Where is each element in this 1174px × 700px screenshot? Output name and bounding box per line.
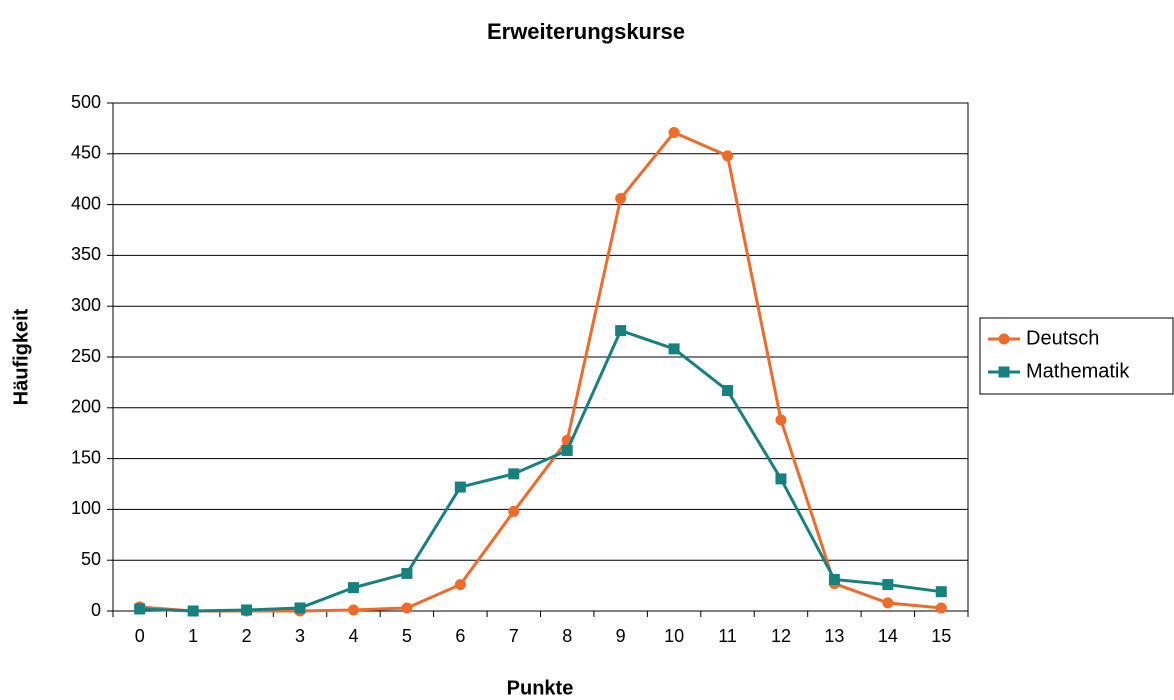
point (668, 343, 680, 355)
point (935, 602, 947, 614)
point (347, 582, 359, 594)
point (401, 602, 413, 614)
x-tick-label: 13 (824, 626, 844, 646)
y-tick-label: 450 (71, 143, 101, 163)
point (561, 444, 573, 456)
y-tick-label: 50 (81, 549, 101, 569)
x-tick-label: 8 (562, 626, 572, 646)
y-tick-label: 0 (91, 600, 101, 620)
point (722, 385, 734, 397)
point (401, 567, 413, 579)
legend-box (979, 317, 1174, 395)
point (828, 574, 840, 586)
x-tick-label: 14 (878, 626, 898, 646)
x-tick-label: 12 (771, 626, 791, 646)
y-tick-label: 300 (71, 295, 101, 315)
point (722, 150, 734, 162)
point (347, 604, 359, 616)
legend-label: Deutsch (1026, 327, 1099, 349)
y-tick-label: 100 (71, 498, 101, 518)
point (775, 473, 787, 485)
point (615, 193, 627, 205)
x-tick-label: 6 (455, 626, 465, 646)
point (615, 325, 627, 337)
point (882, 579, 894, 591)
point (882, 597, 894, 609)
point (134, 603, 146, 615)
x-tick-label: 5 (402, 626, 412, 646)
series-line (139, 130, 942, 613)
y-tick-label: 350 (71, 244, 101, 264)
point (508, 505, 520, 517)
point (241, 604, 253, 616)
y-tick-label: 250 (71, 346, 101, 366)
y-tick-label: 200 (71, 397, 101, 417)
point (935, 586, 947, 598)
point (775, 414, 787, 426)
x-tick-label: 15 (931, 626, 951, 646)
x-tick-label: 10 (664, 626, 684, 646)
x-tick-label: 1 (188, 626, 198, 646)
x-tick-label: 2 (242, 626, 252, 646)
point (668, 126, 680, 138)
legend-marker (998, 366, 1010, 378)
x-tick-label: 9 (616, 626, 626, 646)
point (187, 605, 199, 617)
x-tick-label: 4 (348, 626, 358, 646)
x-tick-label: 7 (509, 626, 519, 646)
point (294, 602, 306, 614)
legend-label: Mathematik (1026, 360, 1130, 382)
x-axis-label: Punkte (507, 677, 574, 699)
chart-title: Erweiterungskurse (487, 19, 685, 44)
x-tick-label: 3 (295, 626, 305, 646)
series-line (139, 328, 942, 613)
legend-marker (998, 333, 1010, 345)
y-axis-label: Häufigkeit (10, 308, 32, 405)
point (454, 481, 466, 493)
y-tick-label: 150 (71, 447, 101, 467)
x-tick-label: 11 (718, 626, 737, 646)
point (454, 579, 466, 591)
x-tick-label: 0 (135, 626, 145, 646)
point (508, 468, 520, 480)
y-tick-label: 400 (71, 193, 101, 213)
y-tick-label: 500 (71, 92, 101, 112)
